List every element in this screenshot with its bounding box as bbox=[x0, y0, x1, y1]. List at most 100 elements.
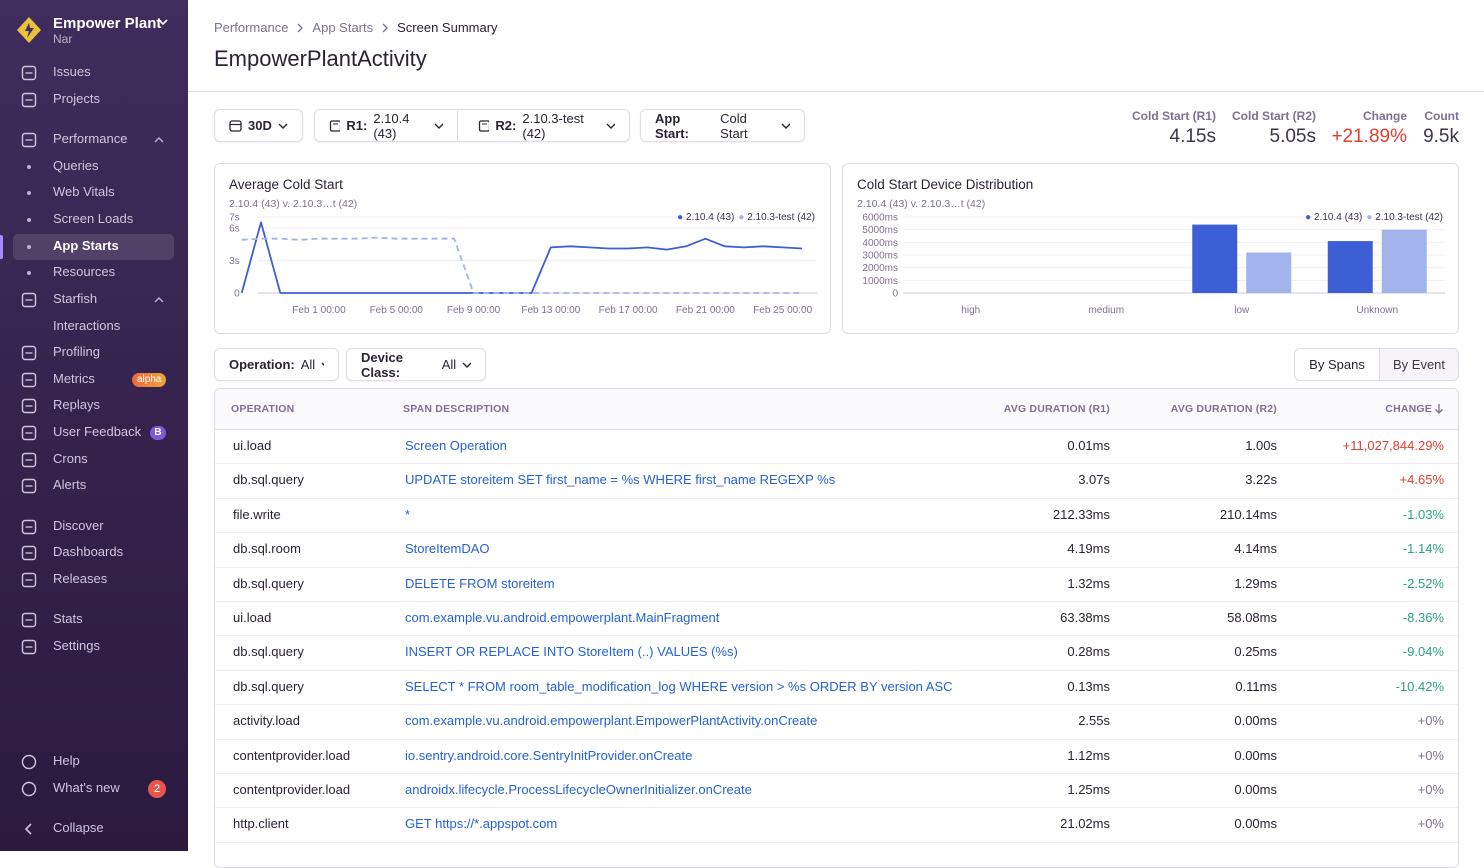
nav-item[interactable]: Settings bbox=[53, 638, 100, 653]
footer-item[interactable]: What's new bbox=[53, 780, 120, 795]
nav-icon bbox=[21, 519, 37, 535]
x-tick-label: Unknown bbox=[1356, 305, 1398, 316]
toggle-option[interactable]: By Event bbox=[1392, 357, 1446, 372]
calendar-icon bbox=[229, 120, 242, 132]
table-cell: 0.00ms bbox=[1234, 713, 1277, 729]
table-cell: -1.14% bbox=[1402, 541, 1444, 557]
nav-icon bbox=[21, 572, 37, 588]
x-tick-label: Feb 13 00:00 bbox=[521, 305, 580, 316]
nav-item[interactable]: Discover bbox=[53, 518, 104, 533]
nav-item[interactable]: Projects bbox=[53, 91, 100, 106]
nav-icon bbox=[21, 612, 37, 628]
nav-item[interactable]: App Starts bbox=[53, 238, 119, 253]
device-filter[interactable]: Device Class: All bbox=[346, 348, 486, 381]
table-cell: db.sql.query bbox=[233, 575, 304, 591]
table-cell: 4.14ms bbox=[1234, 541, 1277, 557]
icon-shape bbox=[21, 398, 37, 414]
r1-value: 2.10.4 (43) bbox=[373, 110, 410, 141]
legend-label: 2.10.4 (43) bbox=[1314, 212, 1362, 223]
x-tick-label: Feb 17 00:00 bbox=[599, 305, 658, 316]
breadcrumb[interactable]: App Starts bbox=[312, 20, 374, 35]
span-link[interactable]: SELECT * FROM room_table_modification_lo… bbox=[405, 678, 953, 694]
operation-value: All bbox=[300, 357, 316, 372]
nav-item[interactable]: Screen Loads bbox=[53, 211, 134, 226]
collapse-chevron bbox=[154, 137, 164, 143]
nav-item[interactable]: Alerts bbox=[53, 477, 87, 492]
span-link[interactable]: io.sentry.android.core.SentryInitProvide… bbox=[405, 747, 693, 763]
icon-shape bbox=[21, 754, 37, 770]
nav-item[interactable]: Profiling bbox=[53, 344, 100, 359]
span-link[interactable]: * bbox=[405, 506, 411, 522]
table-row: file.write * 212.33ms 210.14ms -1.03% bbox=[215, 498, 1458, 534]
column-header: AVG DURATION (R1) bbox=[1003, 403, 1110, 415]
table-cell: 0.00ms bbox=[1234, 816, 1277, 832]
active-indicator bbox=[0, 235, 3, 259]
table-cell: 1.25ms bbox=[1067, 782, 1110, 797]
span-link[interactable]: UPDATE storeitem SET first_name = %s WHE… bbox=[405, 472, 836, 488]
nav-item[interactable]: Issues bbox=[53, 64, 91, 79]
x-tick-label: low bbox=[1234, 305, 1250, 316]
span-link[interactable]: StoreItemDAO bbox=[405, 541, 490, 557]
period-button[interactable]: 30D bbox=[214, 109, 303, 142]
legend: ● 2.10.4 (43) ● 2.10.3-test (42) bbox=[1305, 212, 1443, 223]
y-tick-label: 0 bbox=[234, 289, 240, 300]
table-cell: 21.02ms bbox=[1060, 816, 1110, 832]
icon-shape bbox=[21, 639, 37, 655]
nav-item[interactable]: Performance bbox=[53, 131, 128, 146]
r1-button[interactable]: R1: 2.10.4 (43) bbox=[315, 110, 458, 141]
nav-item[interactable]: Queries bbox=[53, 158, 99, 173]
stat-value: +21.89% bbox=[1331, 126, 1407, 147]
table-row: db.sql.query UPDATE storeitem SET first_n… bbox=[215, 463, 1458, 499]
nav-icon bbox=[21, 545, 37, 561]
nav-item[interactable]: Interactions bbox=[53, 318, 121, 333]
crumb-separator bbox=[382, 23, 389, 32]
span-link[interactable]: DELETE FROM storeitem bbox=[405, 575, 555, 591]
footer-item[interactable]: Help bbox=[53, 753, 80, 768]
icon-shape bbox=[21, 572, 37, 588]
span-link[interactable]: androidx.lifecycle.ProcessLifecycleOwner… bbox=[405, 782, 752, 797]
nav-icon bbox=[21, 372, 37, 388]
chevron bbox=[462, 362, 471, 368]
org-chevron bbox=[158, 19, 168, 26]
nav-item[interactable]: Resources bbox=[53, 264, 116, 279]
nav-item[interactable]: User Feedback bbox=[53, 424, 142, 439]
span-link[interactable]: Screen Operation bbox=[405, 438, 507, 453]
nav-item[interactable]: Releases bbox=[53, 571, 108, 586]
app-start-button[interactable]: App Start: Cold Start bbox=[640, 109, 805, 142]
nav-item[interactable]: Starfish bbox=[53, 291, 98, 306]
column-header[interactable]: CHANGE bbox=[1385, 403, 1432, 415]
table-header bbox=[215, 389, 1458, 430]
footer-item[interactable]: Collapse bbox=[53, 820, 104, 835]
toggle-option[interactable]: By Spans bbox=[1295, 349, 1380, 380]
span-link[interactable]: com.example.vu.android.empowerplant.Main… bbox=[405, 610, 720, 625]
nav-item[interactable]: Replays bbox=[53, 397, 100, 412]
collapse-chevron bbox=[154, 297, 164, 303]
operation-filter[interactable]: Operation: All bbox=[214, 348, 339, 381]
r2-button[interactable]: R2: 2.10.3-test (42) bbox=[464, 110, 629, 141]
series-line bbox=[240, 221, 803, 294]
y-tick-label: 2000ms bbox=[862, 263, 898, 274]
org-name[interactable]: Empower Plant bbox=[53, 15, 162, 32]
table-cell: +0% bbox=[1417, 782, 1444, 797]
nav-item[interactable]: Dashboards bbox=[53, 544, 124, 559]
release-icon bbox=[329, 120, 341, 132]
span-link[interactable]: com.example.vu.android.empowerplant.Empo… bbox=[405, 713, 818, 729]
breadcrumb[interactable]: Performance bbox=[214, 20, 289, 35]
nav-item[interactable]: Stats bbox=[53, 611, 83, 626]
nav-item[interactable]: Metrics bbox=[53, 371, 95, 386]
chart-subtitle: 2.10.4 (43) v. 2.10.3…t (42) bbox=[229, 198, 357, 210]
nav-item[interactable]: Crons bbox=[53, 451, 88, 466]
breadcrumbs: Performance App Starts Screen Summary bbox=[214, 20, 498, 35]
icon-shape bbox=[21, 372, 37, 388]
nav-icon bbox=[21, 65, 37, 81]
table-row: db.sql.room StoreItemDAO 4.19ms 4.14ms -1.14… bbox=[215, 532, 1458, 568]
legend-marker: ● bbox=[1366, 212, 1375, 223]
stat-value: 9.5k bbox=[1423, 126, 1459, 147]
table-cell: activity.load bbox=[233, 713, 300, 729]
nav-icon bbox=[21, 92, 37, 108]
stat-label: Change bbox=[1362, 109, 1407, 123]
nav-item[interactable]: Web Vitals bbox=[53, 184, 115, 199]
icon-shape bbox=[21, 292, 37, 308]
span-link[interactable]: INSERT OR REPLACE INTO StoreItem (..) VA… bbox=[405, 644, 738, 660]
span-link[interactable]: GET https://*.appspot.com bbox=[405, 816, 558, 832]
